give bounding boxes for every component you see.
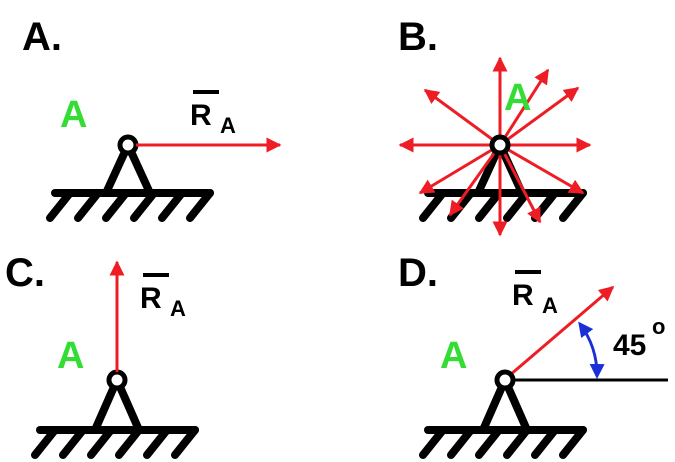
angle-arc-d	[578, 321, 605, 379]
force-arrow-b-down-down-right	[498, 144, 542, 224]
option-label-a: A.	[22, 15, 62, 59]
pin-joint	[494, 369, 516, 391]
angle-degree-mark-d: o	[652, 314, 665, 339]
force-arrow-b-up-right	[499, 86, 580, 147]
force-label-a: R	[190, 99, 212, 132]
point-label-a: A	[60, 94, 87, 136]
point-label-b: A	[504, 77, 531, 119]
panel-b: B. A	[398, 15, 592, 237]
force-subscript-d: A	[542, 293, 558, 318]
pin-support-icon	[91, 369, 143, 432]
force-arrows-b	[398, 56, 592, 237]
panel-d: D. A R A 45 o	[398, 251, 668, 459]
force-arrow-b-down-left	[418, 143, 501, 195]
angle-value-d: 45	[613, 329, 646, 362]
panel-a: A. A R A	[22, 15, 282, 222]
force-label-d: R	[512, 279, 534, 312]
force-subscript-a: A	[220, 113, 236, 138]
option-label-d: D.	[398, 251, 438, 295]
hatched-ground-icon	[419, 189, 587, 222]
hatched-ground-icon	[46, 189, 214, 222]
option-label-c: C.	[5, 251, 45, 295]
force-subscript-c: A	[170, 296, 186, 321]
point-label-c: A	[57, 335, 84, 377]
hatched-ground-icon	[31, 426, 199, 459]
force-arrow-b-up-left	[423, 88, 501, 147]
force-arrow-d	[509, 285, 615, 377]
force-arrow-b-down-down-left	[448, 144, 502, 217]
force-arrow-b-down-right	[499, 143, 585, 195]
point-label-d: A	[440, 335, 467, 377]
force-arrow-b-up-up-right	[498, 68, 550, 146]
hatched-ground-icon	[419, 426, 587, 459]
panel-c: C. A R A	[5, 251, 199, 459]
option-label-b: B.	[398, 15, 438, 59]
force-label-c: R	[140, 282, 162, 315]
pin-joint	[489, 134, 511, 156]
